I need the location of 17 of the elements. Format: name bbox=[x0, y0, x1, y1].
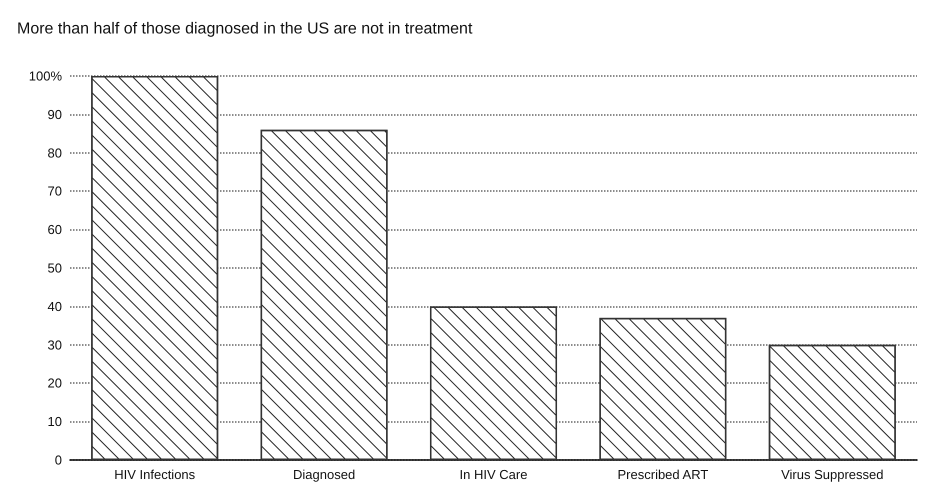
y-tick-label: 0 bbox=[54, 452, 62, 468]
y-tick-label: 80 bbox=[48, 145, 62, 160]
y-tick-label: 60 bbox=[48, 222, 62, 238]
y-tick-label: 40 bbox=[48, 298, 62, 314]
y-tick-label: 100% bbox=[28, 68, 62, 84]
x-tick-label: In HIV Care bbox=[460, 467, 528, 482]
chart-title: More than half of those diagnosed in the US are not in treatment bbox=[17, 20, 473, 38]
x-tick-label: Prescribed ART bbox=[618, 467, 708, 482]
y-tick-label: 10 bbox=[48, 414, 62, 430]
x-tick-label: Diagnosed bbox=[293, 467, 356, 482]
y-tick-label: 50 bbox=[48, 260, 62, 276]
y-tick-label: 90 bbox=[48, 106, 62, 122]
y-tick-label: 20 bbox=[48, 376, 62, 391]
x-tick-label: Virus Suppressed bbox=[781, 467, 884, 482]
x-tick-label: HIV Infections bbox=[114, 467, 196, 482]
y-tick-label: 30 bbox=[48, 337, 62, 352]
y-tick-label: 70 bbox=[48, 184, 62, 199]
